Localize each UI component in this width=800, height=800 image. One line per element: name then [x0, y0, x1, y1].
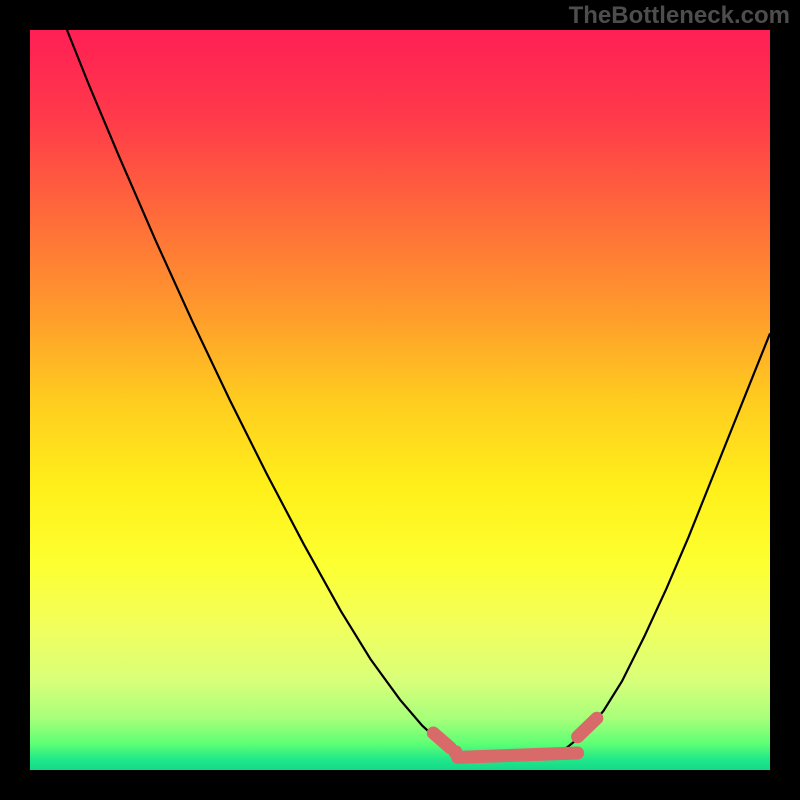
accent-segment-0 [433, 733, 450, 748]
chart-frame: TheBottleneck.com [0, 0, 800, 800]
bottleneck-curve [67, 30, 770, 759]
accent-segment-2 [578, 718, 597, 737]
watermark-text: TheBottleneck.com [569, 2, 790, 30]
chart-overlay-svg [30, 30, 770, 770]
accent-segment-1 [458, 753, 578, 757]
accent-dot [449, 745, 463, 759]
chart-plot-area [30, 30, 770, 770]
